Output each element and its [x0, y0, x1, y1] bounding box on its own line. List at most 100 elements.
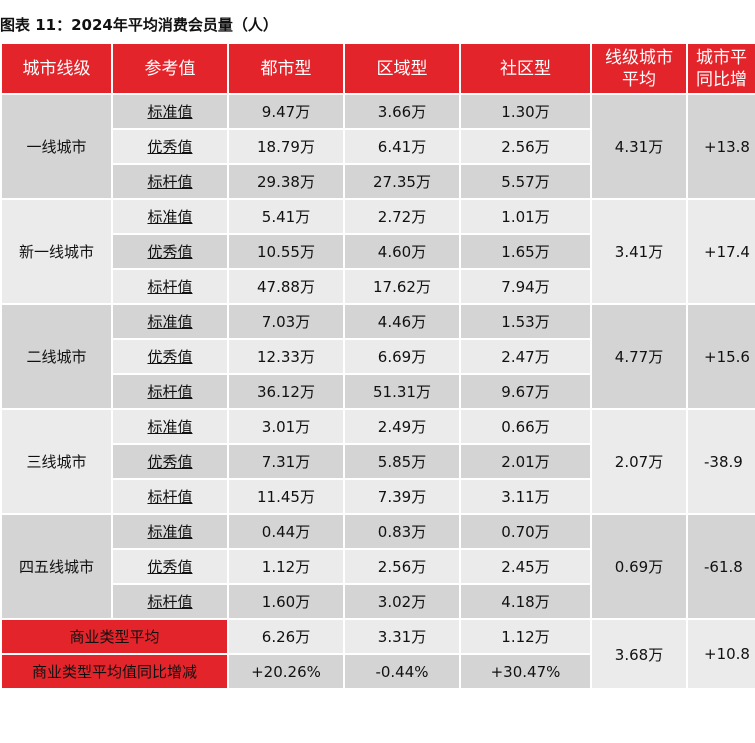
table-row: 优秀值 1.12万 2.56万 2.45万	[1, 548, 755, 585]
column-header: 区域型	[343, 42, 461, 95]
tier-yoy-cell: -38.9	[686, 408, 755, 515]
value-cell: 2.45万	[459, 548, 592, 585]
column-header: 都市型	[227, 42, 345, 95]
overall-average-cell: 3.68万	[590, 618, 688, 690]
value-cell: 47.88万	[227, 268, 345, 305]
value-cell: 12.33万	[227, 338, 345, 375]
reference-link[interactable]: 标杆值	[147, 593, 193, 611]
value-cell: 7.31万	[227, 443, 345, 480]
header-row: 城市线级 参考值 都市型 区域型 社区型 线级城市 平均 城市平 同比增	[0, 42, 755, 95]
column-header: 线级城市 平均	[590, 42, 688, 95]
tier-yoy-cell: +17.4	[686, 198, 755, 305]
value-cell: 29.38万	[227, 163, 345, 200]
value-cell: 2.72万	[343, 198, 461, 235]
reference-cell: 标杆值	[111, 163, 229, 200]
column-header: 社区型	[459, 42, 592, 95]
figure-title: 图表 11：2024年平均消费会员量（人）	[0, 16, 278, 34]
value-cell: 9.47万	[227, 93, 345, 130]
table-row: 优秀值 18.79万 6.41万 2.56万	[1, 128, 755, 165]
reference-link[interactable]: 标准值	[147, 523, 193, 541]
value-cell: 1.60万	[227, 583, 345, 620]
reference-link[interactable]: 标准值	[147, 208, 193, 226]
value-cell: 3.02万	[343, 583, 461, 620]
city-tier-cell: 一线城市	[0, 93, 113, 200]
value-cell: -0.44%	[343, 653, 461, 690]
value-cell: 2.47万	[459, 338, 592, 375]
value-cell: 5.85万	[343, 443, 461, 480]
value-cell: 7.39万	[343, 478, 461, 515]
reference-link[interactable]: 优秀值	[147, 453, 193, 471]
table-row: 三线城市 标准值 3.01万 2.49万 0.66万 2.07万 -38.9	[0, 408, 755, 515]
reference-cell: 标准值	[111, 93, 229, 130]
value-cell: 1.12万	[459, 618, 592, 655]
table-row: 标杆值 47.88万 17.62万 7.94万	[1, 268, 755, 305]
tier-yoy-cell: -61.8	[686, 513, 755, 620]
value-cell: 3.11万	[459, 478, 592, 515]
reference-cell: 标杆值	[111, 268, 229, 305]
value-cell: 2.56万	[343, 548, 461, 585]
value-cell: 7.94万	[459, 268, 592, 305]
summary-average-label: 商业类型平均	[0, 618, 229, 655]
tier-average-cell: 4.31万	[590, 93, 688, 200]
column-header: 城市平 同比增	[686, 42, 755, 95]
value-cell: 3.01万	[227, 408, 345, 445]
reference-link[interactable]: 标准值	[147, 313, 193, 331]
value-cell: 27.35万	[343, 163, 461, 200]
reference-link[interactable]: 标杆值	[147, 173, 193, 191]
reference-link[interactable]: 优秀值	[147, 558, 193, 576]
value-cell: 3.31万	[343, 618, 461, 655]
header-line: 线级城市	[605, 47, 673, 68]
value-cell: 17.62万	[343, 268, 461, 305]
value-cell: 6.41万	[343, 128, 461, 165]
value-cell: 4.46万	[343, 303, 461, 340]
value-cell: 10.55万	[227, 233, 345, 270]
summary-yoy-row: 商业类型平均值同比增减 +20.26% -0.44% +30.47%	[0, 653, 755, 690]
value-cell: 4.60万	[343, 233, 461, 270]
reference-link[interactable]: 优秀值	[147, 348, 193, 366]
table-row: 标杆值 36.12万 51.31万 9.67万	[1, 373, 755, 410]
table-row: 新一线城市 标准值 5.41万 2.72万 1.01万 3.41万 +17.4	[0, 198, 755, 305]
value-cell: 0.83万	[343, 513, 461, 550]
column-header: 参考值	[111, 42, 229, 95]
reference-cell: 标准值	[111, 198, 229, 235]
header-line: 同比增	[696, 69, 747, 90]
reference-link[interactable]: 优秀值	[147, 243, 193, 261]
value-cell: 1.65万	[459, 233, 592, 270]
summary-average-row: 商业类型平均 6.26万 3.31万 1.12万 3.68万 +10.8	[0, 618, 755, 690]
city-tier-cell: 四五线城市	[0, 513, 113, 620]
membership-table: 城市线级 参考值 都市型 区域型 社区型 线级城市 平均 城市平 同比增 一线城市 标准值 9.47…	[0, 42, 755, 690]
header-line: 平均	[622, 69, 656, 90]
overall-yoy-cell: +10.8	[686, 618, 755, 690]
reference-cell: 优秀值	[111, 443, 229, 480]
value-cell: 2.01万	[459, 443, 592, 480]
reference-cell: 标准值	[111, 408, 229, 445]
value-cell: 1.53万	[459, 303, 592, 340]
reference-link[interactable]: 优秀值	[147, 138, 193, 156]
reference-cell: 优秀值	[111, 128, 229, 165]
value-cell: 2.56万	[459, 128, 592, 165]
reference-link[interactable]: 标准值	[147, 103, 193, 121]
table-row: 优秀值 7.31万 5.85万 2.01万	[1, 443, 755, 480]
value-cell: 0.66万	[459, 408, 592, 445]
value-cell: 0.44万	[227, 513, 345, 550]
city-tier-cell: 新一线城市	[0, 198, 113, 305]
reference-cell: 优秀值	[111, 233, 229, 270]
reference-cell: 标准值	[111, 303, 229, 340]
value-cell: 2.49万	[343, 408, 461, 445]
table-row: 标杆值 11.45万 7.39万 3.11万	[1, 478, 755, 515]
table-row: 标杆值 1.60万 3.02万 4.18万	[1, 583, 755, 620]
tier-yoy-cell: +15.6	[686, 303, 755, 410]
reference-cell: 优秀值	[111, 338, 229, 375]
reference-cell: 优秀值	[111, 548, 229, 585]
reference-link[interactable]: 标准值	[147, 418, 193, 436]
reference-link[interactable]: 标杆值	[147, 488, 193, 506]
reference-link[interactable]: 标杆值	[147, 278, 193, 296]
table-row: 标杆值 29.38万 27.35万 5.57万	[1, 163, 755, 200]
value-cell: 36.12万	[227, 373, 345, 410]
reference-link[interactable]: 标杆值	[147, 383, 193, 401]
tier-average-cell: 0.69万	[590, 513, 688, 620]
value-cell: 4.18万	[459, 583, 592, 620]
tier-average-cell: 4.77万	[590, 303, 688, 410]
summary-yoy-label: 商业类型平均值同比增减	[0, 653, 229, 690]
value-cell: 5.41万	[227, 198, 345, 235]
